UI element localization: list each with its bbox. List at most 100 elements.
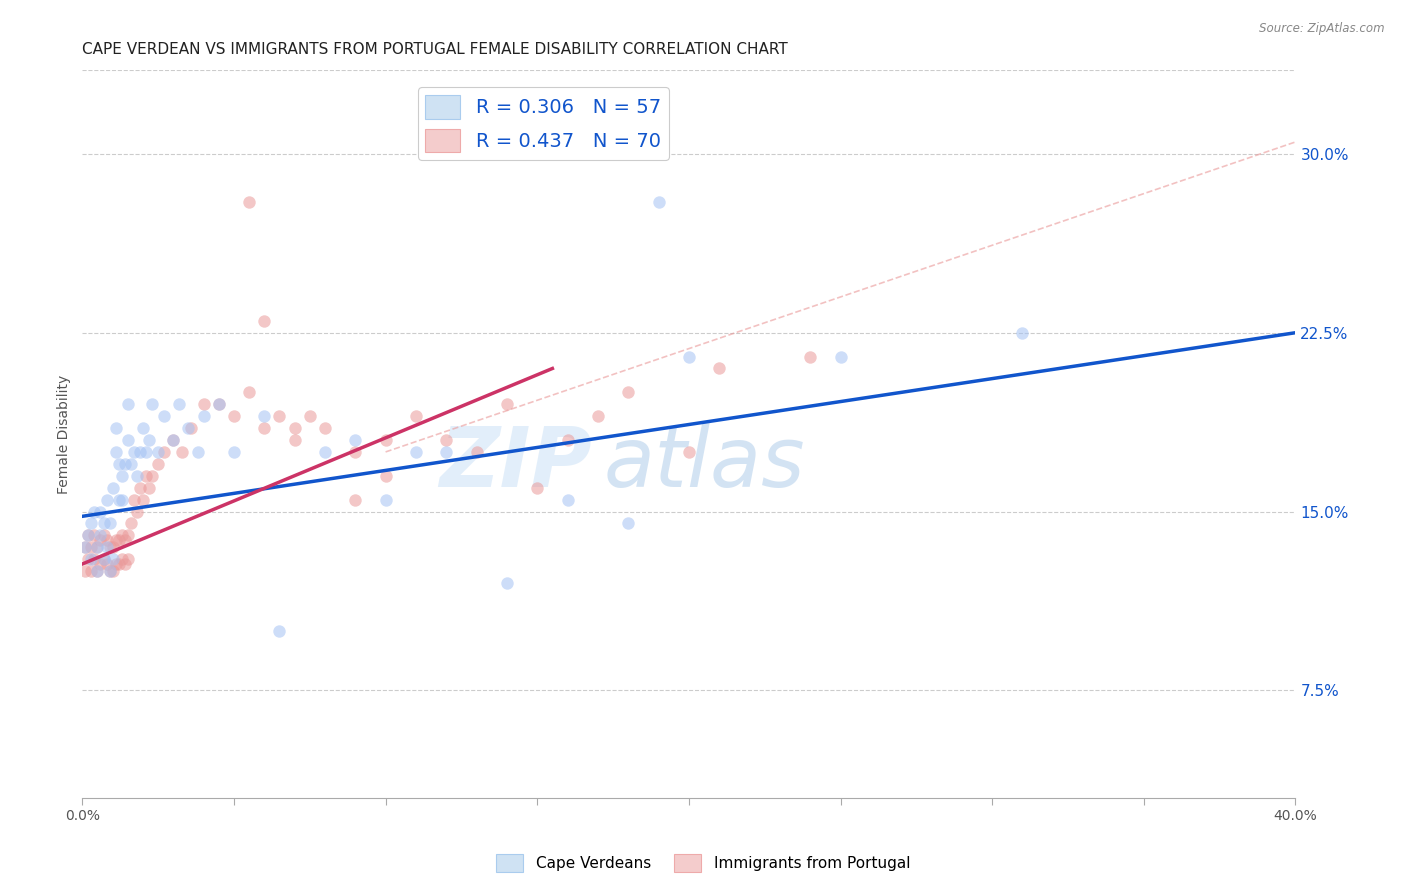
Point — [284, 421, 307, 435]
Point — [298, 409, 321, 424]
Point — [93, 528, 115, 542]
Point — [122, 492, 145, 507]
Point — [89, 557, 111, 571]
Legend: R = 0.306   N = 57, R = 0.437   N = 70: R = 0.306 N = 57, R = 0.437 N = 70 — [418, 87, 669, 161]
Point — [193, 409, 215, 424]
Text: CAPE VERDEAN VS IMMIGRANTS FROM PORTUGAL FEMALE DISABILITY CORRELATION CHART: CAPE VERDEAN VS IMMIGRANTS FROM PORTUGAL… — [83, 42, 787, 57]
Point — [374, 433, 396, 447]
Point — [80, 564, 103, 578]
Point — [117, 528, 139, 542]
Point — [101, 481, 124, 495]
Point — [96, 533, 118, 548]
Point — [107, 533, 129, 548]
Point — [114, 457, 136, 471]
Point — [135, 468, 157, 483]
Point — [709, 361, 731, 376]
Point — [222, 445, 245, 459]
Legend: Cape Verdeans, Immigrants from Portugal: Cape Verdeans, Immigrants from Portugal — [488, 846, 918, 880]
Point — [496, 576, 519, 591]
Point — [83, 552, 105, 566]
Point — [1011, 326, 1033, 340]
Point — [107, 457, 129, 471]
Point — [75, 541, 97, 555]
Point — [374, 468, 396, 483]
Point — [111, 468, 134, 483]
Point — [496, 397, 519, 411]
Point — [586, 409, 609, 424]
Point — [129, 481, 152, 495]
Point — [114, 557, 136, 571]
Point — [269, 624, 291, 638]
Point — [125, 504, 148, 518]
Point — [117, 552, 139, 566]
Point — [75, 541, 97, 555]
Point — [238, 385, 260, 400]
Text: Source: ZipAtlas.com: Source: ZipAtlas.com — [1260, 22, 1385, 36]
Point — [93, 516, 115, 531]
Point — [465, 445, 488, 459]
Point — [138, 481, 160, 495]
Point — [344, 433, 367, 447]
Point — [104, 445, 127, 459]
Point — [96, 492, 118, 507]
Point — [269, 409, 291, 424]
Point — [344, 445, 367, 459]
Point — [117, 397, 139, 411]
Point — [208, 397, 231, 411]
Point — [434, 433, 457, 447]
Y-axis label: Female Disability: Female Disability — [58, 375, 72, 493]
Point — [135, 445, 157, 459]
Point — [104, 533, 127, 548]
Point — [678, 445, 700, 459]
Point — [172, 445, 194, 459]
Point — [75, 564, 97, 578]
Point — [374, 492, 396, 507]
Point — [117, 433, 139, 447]
Point — [111, 552, 134, 566]
Point — [526, 481, 548, 495]
Point — [253, 314, 276, 328]
Point — [98, 564, 121, 578]
Point — [162, 433, 184, 447]
Point — [98, 541, 121, 555]
Point — [153, 409, 176, 424]
Point — [405, 409, 427, 424]
Point — [284, 433, 307, 447]
Point — [107, 492, 129, 507]
Point — [253, 409, 276, 424]
Point — [89, 504, 111, 518]
Point — [799, 350, 821, 364]
Point — [93, 552, 115, 566]
Point — [111, 492, 134, 507]
Text: atlas: atlas — [605, 423, 806, 504]
Point — [129, 445, 152, 459]
Point — [405, 445, 427, 459]
Point — [89, 528, 111, 542]
Text: ZIP: ZIP — [439, 423, 592, 504]
Point — [138, 433, 160, 447]
Point — [314, 445, 336, 459]
Point — [222, 409, 245, 424]
Point — [86, 541, 108, 555]
Point — [162, 433, 184, 447]
Point — [101, 541, 124, 555]
Point — [125, 468, 148, 483]
Point — [186, 445, 208, 459]
Point — [193, 397, 215, 411]
Point — [678, 350, 700, 364]
Point — [80, 516, 103, 531]
Point — [96, 541, 118, 555]
Point — [86, 541, 108, 555]
Point — [132, 421, 155, 435]
Point — [146, 445, 169, 459]
Point — [314, 421, 336, 435]
Point — [104, 557, 127, 571]
Point — [107, 557, 129, 571]
Point — [153, 445, 176, 459]
Point — [647, 194, 669, 209]
Point — [141, 468, 163, 483]
Point — [114, 533, 136, 548]
Point — [93, 552, 115, 566]
Point — [141, 397, 163, 411]
Point — [617, 385, 640, 400]
